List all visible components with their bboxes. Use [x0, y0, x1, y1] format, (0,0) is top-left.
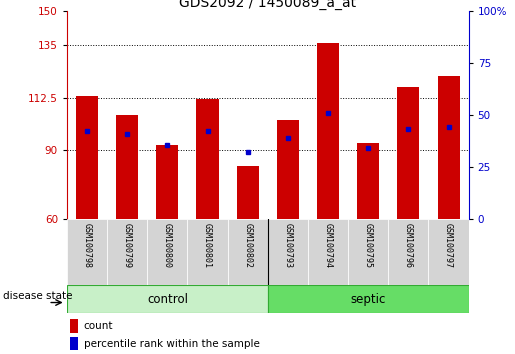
Text: count: count: [84, 321, 113, 331]
Text: GSM100794: GSM100794: [323, 223, 333, 268]
Bar: [107, 219, 147, 285]
Bar: [147, 219, 187, 285]
Bar: [67, 285, 268, 313]
Bar: [268, 285, 469, 313]
Bar: [116, 115, 138, 219]
Bar: [388, 219, 428, 285]
Text: disease state: disease state: [3, 291, 72, 301]
Bar: [187, 219, 228, 285]
Bar: [157, 145, 178, 219]
Text: GSM100801: GSM100801: [203, 223, 212, 268]
Text: GSM100793: GSM100793: [283, 223, 293, 268]
Bar: [317, 43, 339, 219]
Bar: [76, 97, 98, 219]
Bar: [70, 319, 78, 333]
Title: GDS2092 / 1450089_a_at: GDS2092 / 1450089_a_at: [179, 0, 356, 10]
Text: GSM100797: GSM100797: [444, 223, 453, 268]
Text: GSM100799: GSM100799: [123, 223, 132, 268]
Bar: [268, 219, 308, 285]
Bar: [237, 166, 259, 219]
Text: percentile rank within the sample: percentile rank within the sample: [84, 339, 260, 349]
Bar: [428, 219, 469, 285]
Bar: [277, 120, 299, 219]
Bar: [67, 219, 107, 285]
Text: GSM100795: GSM100795: [364, 223, 373, 268]
Bar: [70, 337, 78, 350]
Text: GSM100800: GSM100800: [163, 223, 172, 268]
Bar: [197, 99, 218, 219]
Text: control: control: [147, 293, 188, 306]
Bar: [438, 76, 459, 219]
Bar: [348, 219, 388, 285]
Bar: [357, 143, 379, 219]
Text: GSM100802: GSM100802: [243, 223, 252, 268]
Text: GSM100798: GSM100798: [82, 223, 92, 268]
Bar: [308, 219, 348, 285]
Text: septic: septic: [351, 293, 386, 306]
Text: GSM100796: GSM100796: [404, 223, 413, 268]
Bar: [398, 87, 419, 219]
Bar: [228, 219, 268, 285]
